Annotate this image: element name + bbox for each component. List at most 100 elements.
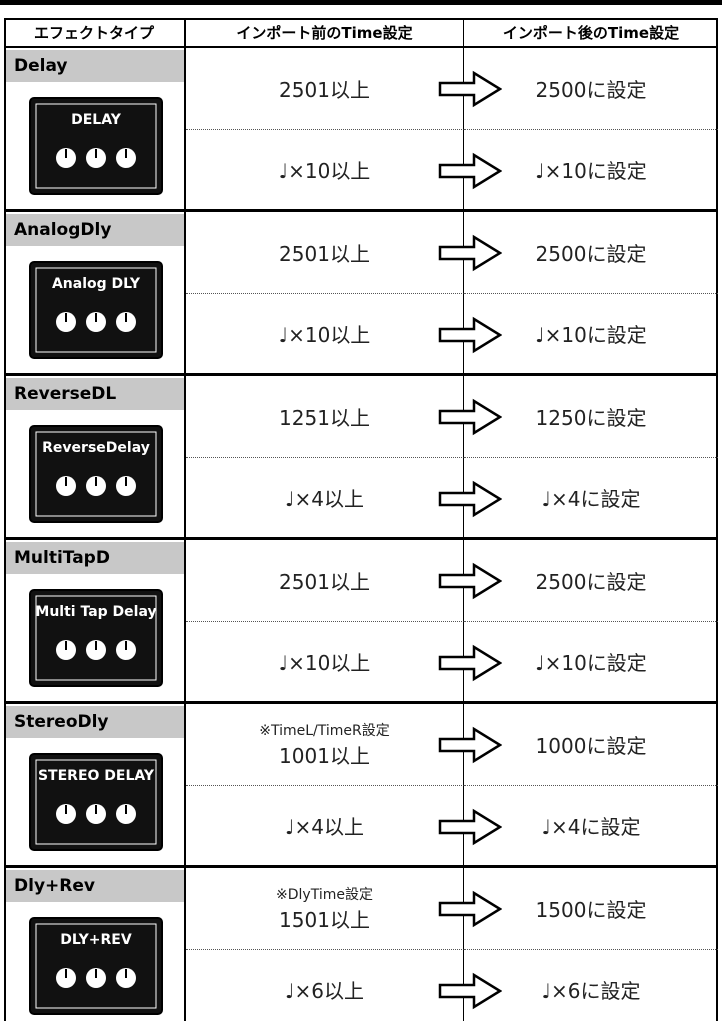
pedal-icon: DELAY <box>29 97 163 195</box>
arrow <box>438 234 502 272</box>
after-value: ♩×6に設定 <box>541 979 641 1003</box>
pedal-border <box>35 595 157 681</box>
pedal-body <box>29 589 163 687</box>
after-cell: 2500に設定 <box>464 540 718 622</box>
arrow <box>438 480 502 518</box>
arrow <box>438 972 502 1010</box>
pedal-label: Analog DLY <box>52 276 141 292</box>
after-cell: ♩×4に設定 <box>464 786 718 868</box>
pedal-body <box>29 97 163 195</box>
arrow-shape <box>438 398 502 436</box>
pedal-label: DLY+REV <box>60 932 132 948</box>
pedal-icon: ReverseDelay <box>29 425 163 523</box>
after-value: ♩×10に設定 <box>535 159 647 183</box>
before-value: ♩×10以上 <box>278 159 371 183</box>
before-cell: 2501以上 <box>186 48 464 130</box>
arrow <box>438 70 502 108</box>
effect-cell <box>4 868 186 1021</box>
arrow-shape <box>438 70 502 108</box>
after-value: ♩×4に設定 <box>541 487 641 511</box>
after-value: ♩×4に設定 <box>541 815 641 839</box>
before-cell: ♩×10以上 <box>186 130 464 212</box>
effect-cell <box>4 540 186 704</box>
after-cell: ♩×10に設定 <box>464 622 718 704</box>
arrow-shape <box>438 234 502 272</box>
before-value: ♩×10以上 <box>278 323 371 347</box>
pedal-border <box>35 267 157 353</box>
after-cell: ♩×10に設定 <box>464 294 718 376</box>
note: ※TimeL/TimeR設定 <box>259 723 390 739</box>
after-value: ♩×10に設定 <box>535 323 647 347</box>
arrow <box>438 316 502 354</box>
before-cell: 2501以上 <box>186 540 464 622</box>
header-cell: インポート後のTime設定 <box>464 18 718 48</box>
after-value: 1000に設定 <box>535 734 647 758</box>
arrow-shape <box>438 152 502 190</box>
after-cell: 2500に設定 <box>464 212 718 294</box>
before-cell: 2501以上 <box>186 212 464 294</box>
effect-name: StereoDly <box>6 706 184 738</box>
after-cell: 1500に設定 <box>464 868 718 950</box>
pedal-border <box>35 759 157 845</box>
before-value: ♩×10以上 <box>278 651 371 675</box>
header-cell: インポート前のTime設定 <box>186 18 464 48</box>
before-cell: ♩×10以上 <box>186 294 464 376</box>
arrow-shape <box>438 644 502 682</box>
arrow <box>438 562 502 600</box>
effect-name: AnalogDly <box>6 214 184 246</box>
arrow-shape <box>438 562 502 600</box>
pedal-border <box>35 103 157 189</box>
arrow <box>438 152 502 190</box>
pedal-label: STEREO DELAY <box>38 768 155 784</box>
table-frame <box>4 18 718 1021</box>
before-value: 1001以上 <box>279 744 370 768</box>
after-value: 2500に設定 <box>535 78 647 102</box>
after-value: ♩×10に設定 <box>535 651 647 675</box>
before-cell: ♩×4以上 <box>186 786 464 868</box>
top-bar <box>0 0 722 5</box>
arrow-shape <box>438 726 502 764</box>
pedal-icon: Analog DLY <box>29 261 163 359</box>
before-cell: ♩×4以上 <box>186 458 464 540</box>
arrow <box>438 644 502 682</box>
after-cell: ♩×4に設定 <box>464 458 718 540</box>
arrow <box>438 890 502 928</box>
arrow-shape <box>438 972 502 1010</box>
effect-name: MultiTapD <box>6 542 184 574</box>
arrow-shape <box>438 480 502 518</box>
pedal-border <box>35 923 157 1009</box>
after-value: 2500に設定 <box>535 242 647 266</box>
pedal-label: Multi Tap Delay <box>35 604 156 620</box>
before-value: 1501以上 <box>279 908 370 932</box>
before-value: 2501以上 <box>279 242 370 266</box>
before-cell: ♩×6以上 <box>186 950 464 1021</box>
after-cell: ♩×6に設定 <box>464 950 718 1021</box>
before-cell: ※DlyTime設定 1501以上 <box>186 868 464 950</box>
effect-name: ReverseDL <box>6 378 184 410</box>
pedal-label: DELAY <box>71 112 122 128</box>
pedal-icon: DLY+REV <box>29 917 163 1015</box>
after-value: 1250に設定 <box>535 406 647 430</box>
after-cell: 1000に設定 <box>464 704 718 786</box>
arrow-shape <box>438 890 502 928</box>
effect-cell <box>4 212 186 376</box>
before-cell: ♩×10以上 <box>186 622 464 704</box>
arrow <box>438 808 502 846</box>
before-value: ♩×4以上 <box>285 815 364 839</box>
pedal-border <box>35 431 157 517</box>
pedal-body <box>29 425 163 523</box>
note: ※DlyTime設定 <box>276 887 373 903</box>
after-cell: ♩×10に設定 <box>464 130 718 212</box>
effect-name: Dly+Rev <box>6 870 184 902</box>
pedal-icon: STEREO DELAY <box>29 753 163 851</box>
after-cell: 2500に設定 <box>464 48 718 130</box>
pedal-body <box>29 753 163 851</box>
effect-cell <box>4 48 186 212</box>
pedal-icon: Multi Tap Delay <box>29 589 163 687</box>
after-cell: 1250に設定 <box>464 376 718 458</box>
effect-name: Delay <box>6 50 184 82</box>
arrow-shape <box>438 808 502 846</box>
pedal-label: ReverseDelay <box>42 440 150 456</box>
after-value: 1500に設定 <box>535 898 647 922</box>
